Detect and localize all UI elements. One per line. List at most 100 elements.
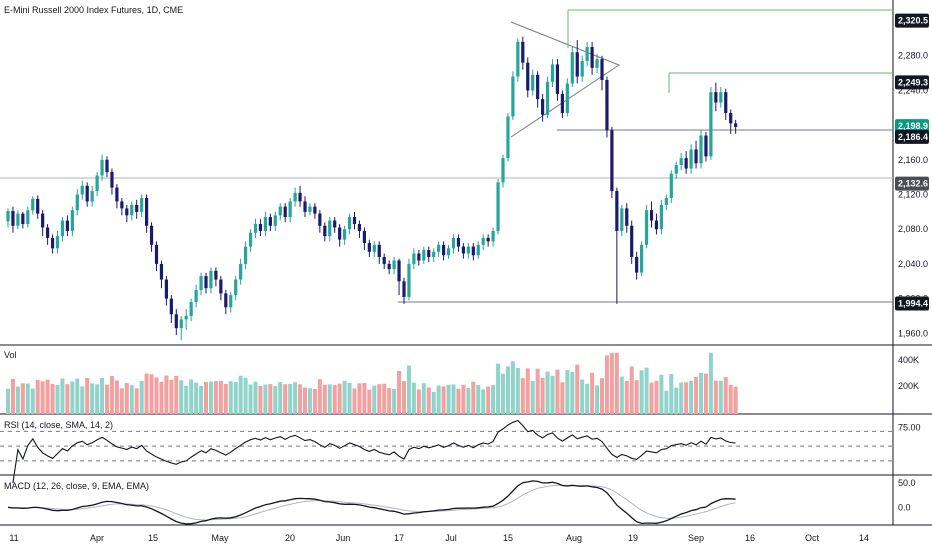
candle-body: [585, 47, 589, 61]
candle-body: [60, 220, 65, 237]
volume-bar: [248, 384, 253, 414]
candle-body: [308, 206, 312, 212]
volume-bar: [501, 373, 505, 414]
volume-bar: [515, 367, 520, 414]
volume-bar: [728, 384, 733, 414]
time-tick-label: Jul: [445, 533, 457, 543]
macd-pane: [7, 480, 736, 525]
volume-bar: [208, 381, 213, 414]
candle-body: [521, 41, 525, 63]
candle-body: [422, 250, 426, 261]
volume-bar: [392, 388, 397, 414]
candle-body: [545, 81, 550, 115]
volume-bar: [431, 391, 436, 414]
candle-body: [486, 237, 490, 242]
volume-bar: [352, 388, 357, 414]
candle-body: [446, 248, 451, 256]
volume-bar: [367, 389, 372, 414]
candle-body: [640, 244, 644, 273]
candle-body: [719, 92, 723, 103]
candle-body: [654, 220, 659, 230]
volume-bar: [317, 379, 322, 414]
candle-body: [41, 213, 45, 228]
volume-bar: [40, 381, 45, 414]
drawing-layer: [0, 9, 893, 303]
candle-body: [179, 319, 183, 329]
candle-body: [575, 52, 579, 77]
price-label-text: 2,132.6: [898, 179, 928, 189]
volume-bar: [609, 352, 614, 414]
volume-bar: [535, 368, 540, 414]
time-tick-label: 11: [9, 533, 18, 543]
volume-bar: [604, 355, 609, 414]
price-label-text: 2,249.3: [898, 77, 928, 87]
volume-bar: [426, 387, 431, 414]
candle-body: [635, 256, 639, 273]
volume-bar: [510, 361, 515, 414]
candle-body: [189, 302, 193, 316]
volume-bar: [421, 383, 426, 414]
volume-bar: [461, 384, 466, 414]
volume-bar: [505, 366, 510, 414]
price-labels: 2,320.5 2,249.3 2,198.92,186.4 2,132.6 1,994…: [895, 13, 929, 311]
volume-bar: [471, 381, 476, 414]
volume-bar: [10, 378, 15, 414]
candle-body: [664, 197, 668, 205]
volume-bar: [436, 385, 441, 414]
volume-bar: [100, 377, 105, 414]
volume-bar: [406, 365, 411, 414]
candle-body: [130, 204, 134, 216]
chart-title: E-Mini Russell 2000 Index Futures, 1D, C…: [4, 5, 183, 15]
volume-bar: [411, 382, 416, 414]
volume-bar: [139, 380, 144, 414]
candle-body: [600, 59, 604, 81]
candle-body: [456, 237, 461, 247]
candle-body: [541, 99, 545, 115]
candle-body: [610, 130, 614, 192]
volume-bar: [456, 388, 461, 414]
volume-bar: [466, 388, 471, 414]
candle-body: [140, 197, 144, 212]
time-tick-label: 15: [148, 533, 158, 543]
macd-tick-label: 50.0: [898, 478, 916, 488]
volume-bar: [491, 385, 496, 414]
candle-body: [110, 171, 114, 188]
volume-bar: [629, 366, 634, 414]
candle-body: [625, 208, 629, 226]
volume-bar: [213, 381, 218, 414]
candle-body: [75, 194, 79, 211]
price-label-box: [895, 119, 929, 134]
candle-body: [392, 260, 396, 270]
candle-body: [699, 135, 703, 164]
rsi-line: [12, 419, 736, 484]
volume-bar: [184, 385, 189, 414]
volume-bar: [50, 384, 55, 414]
time-tick-label: 19: [628, 533, 638, 543]
volume-bar: [703, 373, 708, 414]
time-axis: 11 Apr 15 May 20 Jun 17 Jul 15 Aug 19 Sep 16 Oct 14: [9, 533, 869, 543]
candle-body: [352, 217, 357, 225]
volume-bar: [75, 378, 80, 414]
candle-body: [154, 244, 159, 264]
candle-body: [258, 224, 263, 231]
candle-body: [615, 191, 619, 231]
candle-body: [164, 279, 168, 299]
volume-bar: [654, 380, 659, 414]
candle-body: [248, 232, 253, 247]
candle-body: [36, 198, 40, 214]
candle-body: [427, 250, 431, 257]
candle-body: [214, 270, 218, 280]
candle-body: [511, 76, 515, 117]
volume-bar: [397, 370, 402, 414]
price-tick-label: 2,080.0: [898, 224, 928, 234]
candle-body: [343, 229, 347, 240]
volume-bar: [90, 383, 95, 414]
candle-body: [328, 220, 332, 237]
candle-body: [234, 279, 238, 296]
volume-bar: [451, 384, 456, 414]
volume-bar: [30, 388, 35, 414]
volume-bar: [496, 363, 501, 414]
volume-bar: [723, 376, 728, 414]
candle-body: [536, 74, 540, 100]
volume-bar: [312, 389, 317, 414]
